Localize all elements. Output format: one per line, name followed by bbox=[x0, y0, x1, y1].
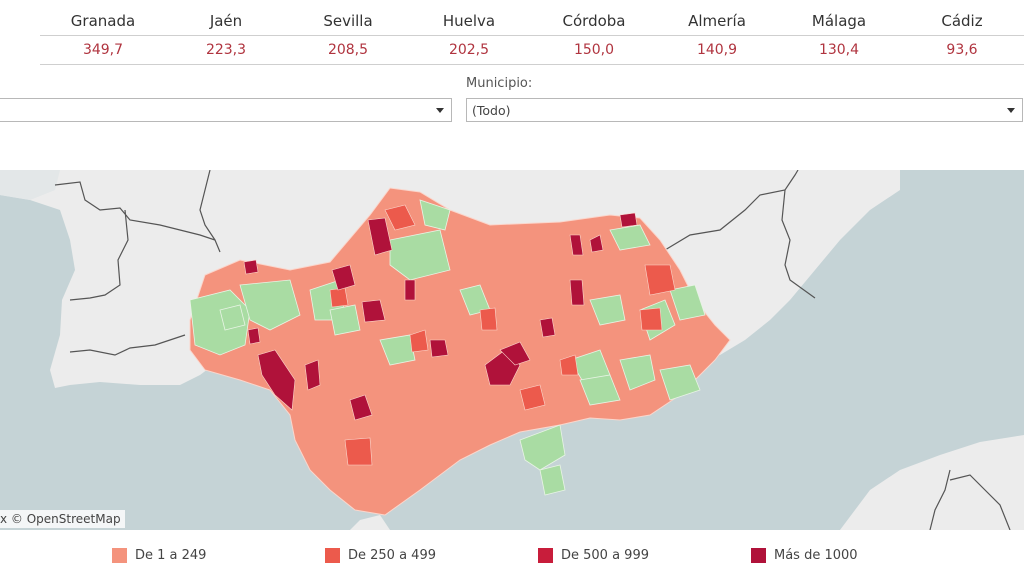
province-stats-table: Granada 349,7 Jaén 223,3 Sevilla 208,5 H… bbox=[40, 0, 1024, 66]
municipio-dropdown[interactable]: (Todo) bbox=[466, 98, 1023, 122]
province-name: Córdoba bbox=[562, 12, 626, 30]
header-divider bbox=[40, 35, 1024, 36]
province-value: 202,5 bbox=[448, 42, 490, 58]
province-value: 349,7 bbox=[82, 42, 124, 58]
border-line bbox=[929, 469, 951, 530]
legend-swatch bbox=[112, 547, 127, 563]
legend-item-500-999[interactable]: De 500 a 999 bbox=[538, 544, 649, 566]
legend-item-1-249[interactable]: De 1 a 249 bbox=[112, 544, 206, 566]
province-name: Jaén bbox=[209, 12, 243, 30]
province-value: 208,5 bbox=[327, 42, 369, 58]
land-north-africa bbox=[840, 435, 1024, 530]
map-canvas[interactable] bbox=[0, 170, 1024, 530]
province-value: 223,3 bbox=[205, 42, 247, 58]
province-value: 93,6 bbox=[946, 42, 978, 58]
choropleth-map[interactable] bbox=[0, 170, 1024, 530]
chevron-down-icon[interactable] bbox=[436, 108, 444, 113]
bottom-divider bbox=[40, 64, 1024, 65]
border-line bbox=[54, 181, 221, 253]
legend-swatch bbox=[751, 547, 766, 563]
land-top-left bbox=[0, 170, 60, 200]
legend-swatch bbox=[538, 547, 553, 563]
chevron-down-icon[interactable] bbox=[1007, 108, 1015, 113]
legend-label: De 500 a 999 bbox=[561, 547, 649, 563]
high-incidence-areas bbox=[243, 212, 638, 421]
provincia-dropdown[interactable] bbox=[0, 98, 452, 122]
legend-label: De 250 a 499 bbox=[348, 547, 436, 563]
province-value: 130,4 bbox=[818, 42, 860, 58]
border-line bbox=[949, 474, 1011, 530]
municipio-value: (Todo) bbox=[472, 103, 511, 118]
border-line bbox=[199, 170, 216, 241]
border-line bbox=[69, 334, 186, 356]
border-line bbox=[664, 170, 799, 251]
mid-incidence-areas bbox=[329, 204, 676, 466]
province-name: Sevilla bbox=[323, 12, 373, 30]
legend-swatch bbox=[325, 547, 340, 563]
border-line bbox=[69, 209, 129, 301]
land-ceuta bbox=[350, 515, 390, 530]
border-line bbox=[781, 189, 816, 299]
province-name: Cádiz bbox=[941, 12, 983, 30]
province-name: Granada bbox=[70, 12, 136, 30]
province-value: 140,9 bbox=[696, 42, 738, 58]
map-attribution[interactable]: x © OpenStreetMap bbox=[0, 510, 125, 528]
municipio-label: Municipio: bbox=[466, 76, 533, 91]
legend-label: De 1 a 249 bbox=[135, 547, 207, 563]
province-name: Málaga bbox=[811, 12, 867, 30]
legend-item-mas-1000[interactable]: Más de 1000 bbox=[751, 544, 858, 566]
region-andalucia bbox=[189, 187, 731, 516]
province-value: 150,0 bbox=[573, 42, 615, 58]
legend-item-250-499[interactable]: De 250 a 499 bbox=[325, 544, 436, 566]
province-name: Huelva bbox=[442, 12, 496, 30]
legend-label: Más de 1000 bbox=[774, 547, 858, 563]
province-name: Almería bbox=[688, 12, 746, 30]
